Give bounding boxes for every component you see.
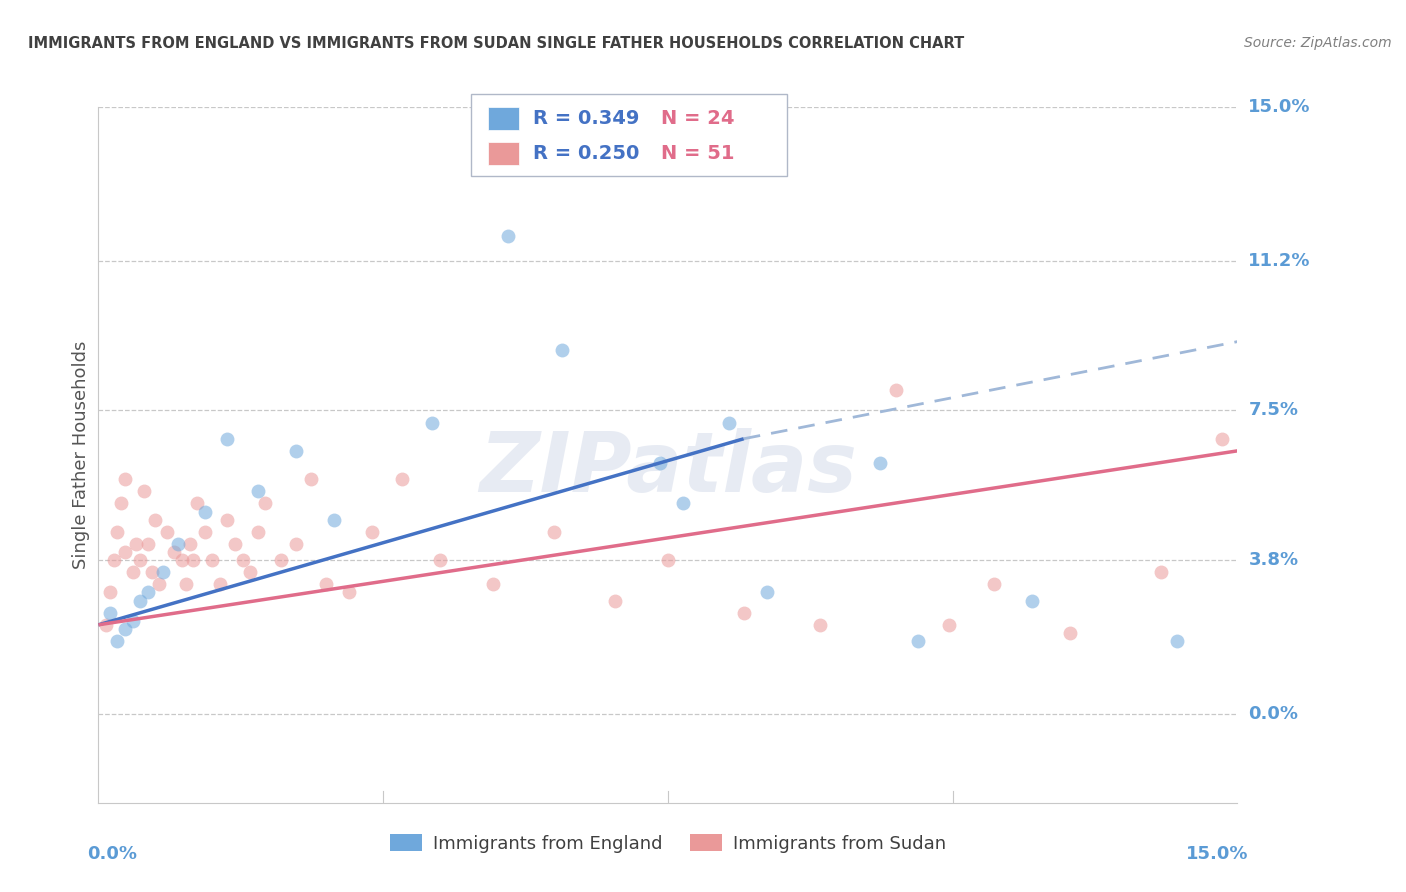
Point: [429, 553, 451, 567]
Point: [98, 585, 121, 599]
Point: [869, 456, 891, 470]
Point: [550, 343, 572, 357]
Point: [315, 577, 337, 591]
Point: [132, 484, 155, 499]
Point: [121, 614, 143, 628]
Point: [121, 566, 143, 580]
Point: [808, 617, 831, 632]
Point: [224, 537, 246, 551]
Point: [103, 553, 125, 567]
Point: [186, 496, 208, 510]
Point: [337, 585, 360, 599]
Point: [657, 553, 679, 567]
Point: [107, 524, 129, 539]
Point: [174, 577, 197, 591]
Point: [360, 524, 382, 539]
Text: 15.0%: 15.0%: [1249, 98, 1310, 116]
Point: [422, 416, 444, 430]
Legend: Immigrants from England, Immigrants from Sudan: Immigrants from England, Immigrants from…: [382, 827, 953, 860]
Text: ZIPatlas: ZIPatlas: [479, 428, 856, 509]
Point: [322, 513, 344, 527]
Point: [907, 634, 929, 648]
Text: 0.0%: 0.0%: [1249, 705, 1298, 723]
Point: [114, 545, 136, 559]
Text: N = 51: N = 51: [661, 145, 734, 163]
Point: [194, 504, 217, 518]
Point: [201, 553, 224, 567]
Point: [110, 496, 132, 510]
Text: 11.2%: 11.2%: [1249, 252, 1310, 269]
Point: [170, 553, 193, 567]
Point: [163, 545, 186, 559]
Point: [179, 537, 201, 551]
Text: 15.0%: 15.0%: [1187, 845, 1249, 863]
Point: [107, 634, 129, 648]
Point: [650, 456, 672, 470]
Point: [114, 472, 136, 486]
Point: [136, 585, 159, 599]
Text: Source: ZipAtlas.com: Source: ZipAtlas.com: [1244, 36, 1392, 50]
Point: [884, 383, 907, 397]
Point: [125, 537, 148, 551]
Point: [98, 606, 121, 620]
Point: [239, 566, 262, 580]
Point: [983, 577, 1005, 591]
Text: 3.8%: 3.8%: [1249, 551, 1299, 569]
Point: [1059, 626, 1081, 640]
Point: [270, 553, 292, 567]
Point: [543, 524, 565, 539]
Text: 0.0%: 0.0%: [87, 845, 136, 863]
Point: [145, 513, 167, 527]
Point: [482, 577, 505, 591]
Point: [232, 553, 254, 567]
Text: 7.5%: 7.5%: [1249, 401, 1298, 419]
Point: [167, 537, 190, 551]
Point: [284, 443, 307, 458]
Point: [129, 553, 152, 567]
Point: [299, 472, 322, 486]
Point: [148, 577, 170, 591]
Point: [194, 524, 217, 539]
Point: [603, 593, 626, 607]
Y-axis label: Single Father Households: Single Father Households: [72, 341, 90, 569]
Text: IMMIGRANTS FROM ENGLAND VS IMMIGRANTS FROM SUDAN SINGLE FATHER HOUSEHOLDS CORREL: IMMIGRANTS FROM ENGLAND VS IMMIGRANTS FR…: [28, 36, 965, 51]
Text: R = 0.349: R = 0.349: [533, 109, 640, 128]
Point: [246, 484, 269, 499]
Point: [217, 432, 239, 446]
Point: [498, 229, 520, 244]
Text: R = 0.250: R = 0.250: [533, 145, 640, 163]
Point: [217, 513, 239, 527]
Point: [717, 416, 740, 430]
Point: [156, 524, 179, 539]
Point: [755, 585, 778, 599]
Point: [1166, 634, 1188, 648]
Point: [141, 566, 163, 580]
Point: [94, 617, 117, 632]
Point: [246, 524, 269, 539]
Point: [1021, 593, 1043, 607]
Point: [254, 496, 277, 510]
Point: [183, 553, 205, 567]
Point: [672, 496, 695, 510]
Point: [208, 577, 231, 591]
Point: [391, 472, 413, 486]
Point: [136, 537, 159, 551]
Point: [1150, 566, 1173, 580]
Point: [733, 606, 755, 620]
Text: N = 24: N = 24: [661, 109, 734, 128]
Point: [1211, 432, 1233, 446]
Point: [129, 593, 152, 607]
Point: [114, 622, 136, 636]
Point: [938, 617, 960, 632]
Point: [152, 566, 174, 580]
Point: [284, 537, 307, 551]
